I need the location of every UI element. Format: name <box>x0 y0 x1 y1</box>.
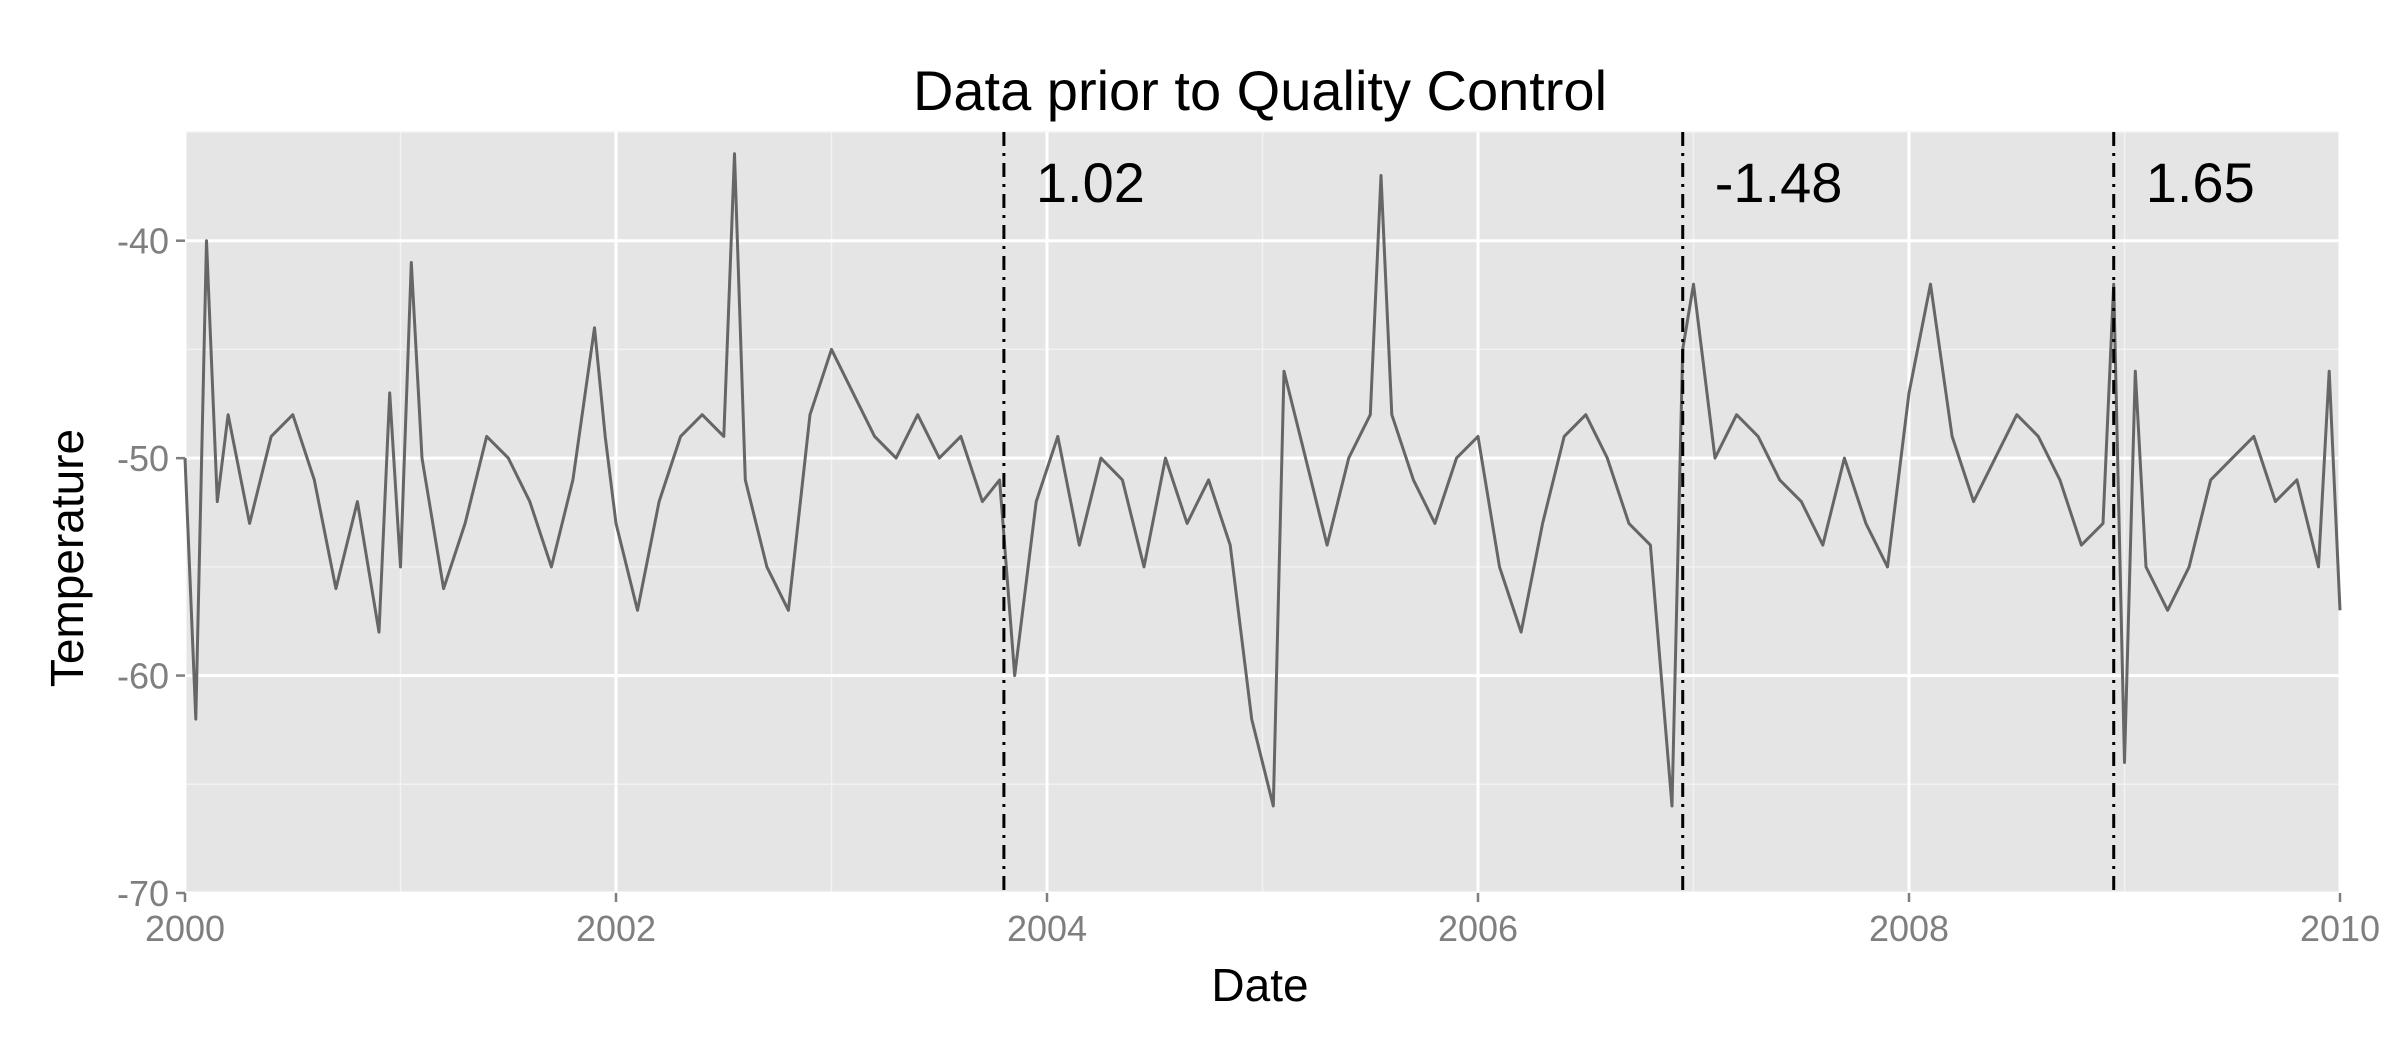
y-tick-label: -60 <box>117 656 169 697</box>
changepoint-label: 1.02 <box>1036 151 1145 214</box>
temperature-series <box>183 152 2342 808</box>
x-tick-label: 2006 <box>1438 908 1518 949</box>
axis-ticks: 2000 2002 2004 2006 2008 2010 -70 -60 -50 -40 <box>117 221 2380 949</box>
x-tick-label: 2010 <box>2300 908 2380 949</box>
changepoint-markers: 1.02 -1.48 1.65 <box>1002 132 2255 893</box>
chart-title: Data prior to Quality Control <box>912 59 1608 122</box>
y-tick-label: -40 <box>117 221 169 262</box>
x-tick-label: 2002 <box>576 908 656 949</box>
minor-gridlines <box>185 131 2340 893</box>
changepoint-label: 1.65 <box>2146 151 2255 214</box>
x-tick-label: 2000 <box>145 908 225 949</box>
y-tick-label: -70 <box>117 873 169 914</box>
series-line <box>183 152 2342 808</box>
x-tick-label: 2008 <box>1869 908 1949 949</box>
changepoint-label: -1.48 <box>1715 151 1843 214</box>
y-tick-label: -50 <box>117 438 169 479</box>
x-tick-label: 2004 <box>1007 908 1087 949</box>
major-gridlines <box>183 132 2342 895</box>
x-axis-label: Date <box>1211 959 1309 1011</box>
